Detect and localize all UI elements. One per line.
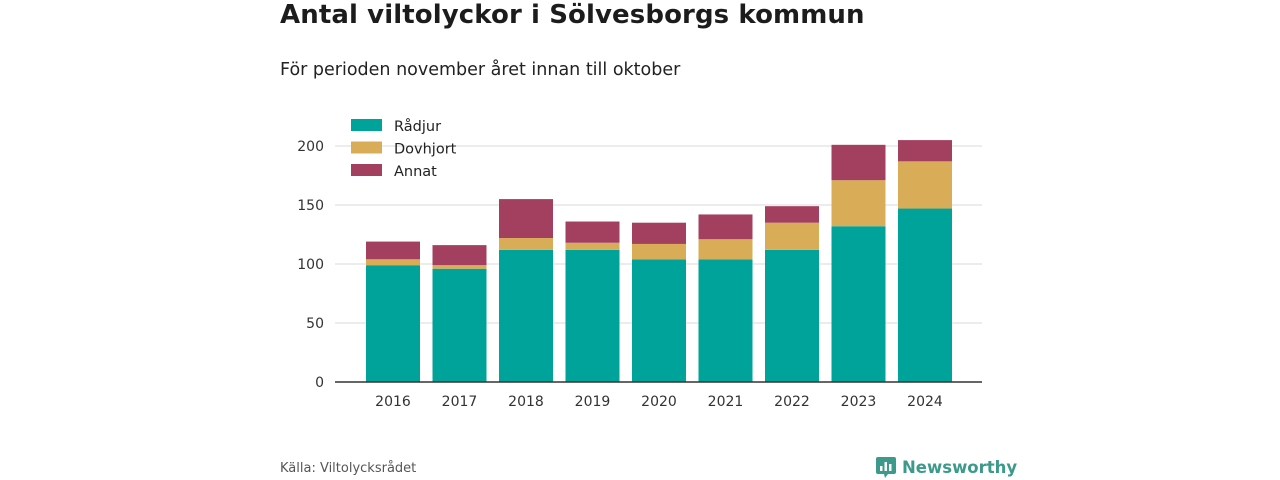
- x-tick-label: 2023: [841, 394, 877, 410]
- bar-segment-dovhjort-2022[interactable]: [765, 222, 819, 250]
- x-tick-label: 2017: [442, 394, 478, 410]
- bar-segment-rådjur-2021[interactable]: [698, 259, 753, 382]
- brand-name: Newsworthy: [902, 457, 1018, 477]
- bar-segment-annat-2020[interactable]: [632, 222, 686, 244]
- axes: 0 50 100 150 200 2016 2017 2018 2019 2020 2021 2022…: [297, 139, 982, 410]
- bar-segment-rådjur-2019[interactable]: [565, 249, 620, 382]
- bar-segment-dovhjort-2023[interactable]: [831, 180, 886, 227]
- legend: Rådjur Dovhjort Annat: [351, 118, 457, 180]
- y-tick-label: 150: [297, 198, 324, 214]
- bar-segment-dovhjort-2024[interactable]: [898, 161, 952, 209]
- legend-label[interactable]: Dovhjort: [394, 142, 457, 158]
- bar-segment-annat-2019[interactable]: [565, 221, 620, 243]
- bar-segment-rådjur-2022[interactable]: [765, 249, 819, 382]
- legend-swatch-dovhjort: [351, 141, 382, 154]
- brand-logo[interactable]: Newsworthy: [876, 455, 1017, 479]
- bar-segment-annat-2024[interactable]: [898, 140, 952, 162]
- y-tick-label: 200: [297, 139, 324, 155]
- chart-subtitle: För perioden november året innan till ok…: [280, 60, 681, 80]
- bar-segment-dovhjort-2021[interactable]: [698, 239, 753, 260]
- bar-segment-dovhjort-2019[interactable]: [565, 242, 620, 250]
- bar-segment-dovhjort-2018[interactable]: [499, 238, 553, 250]
- bars: [366, 140, 952, 382]
- bar-segment-rådjur-2024[interactable]: [898, 208, 952, 382]
- y-tick-label: 50: [306, 316, 324, 332]
- x-tick-label: 2024: [907, 394, 943, 410]
- bar-segment-annat-2016[interactable]: [366, 241, 420, 260]
- bar-segment-annat-2018[interactable]: [499, 199, 553, 239]
- bar-segment-dovhjort-2020[interactable]: [632, 243, 686, 260]
- legend-label[interactable]: Rådjur: [394, 118, 441, 135]
- bar-segment-annat-2021[interactable]: [698, 214, 753, 240]
- bar-segment-rådjur-2018[interactable]: [499, 249, 553, 382]
- bar-segment-dovhjort-2016[interactable]: [366, 259, 420, 266]
- bar-segment-dovhjort-2017[interactable]: [432, 265, 487, 269]
- bar-chart-logo-icon: [876, 457, 896, 478]
- bar-segment-annat-2023[interactable]: [831, 144, 886, 181]
- x-tick-label: 2018: [508, 394, 544, 410]
- y-tick-label: 100: [297, 257, 324, 273]
- bar-segment-rådjur-2016[interactable]: [366, 265, 420, 382]
- x-tick-label: 2019: [575, 394, 611, 410]
- bar-segment-rådjur-2017[interactable]: [432, 268, 487, 382]
- bar-segment-annat-2017[interactable]: [432, 245, 487, 266]
- chart-title: Antal viltolyckor i Sölvesborgs kommun: [280, 0, 865, 30]
- x-tick-label: 2021: [708, 394, 744, 410]
- source-note: Källa: Viltolycksrådet: [280, 461, 417, 476]
- x-tick-label: 2020: [641, 394, 677, 410]
- bar-segment-rådjur-2023[interactable]: [831, 226, 886, 382]
- x-tick-label: 2016: [375, 394, 411, 410]
- y-tick-label: 0: [315, 375, 324, 391]
- x-tick-label: 2022: [774, 394, 810, 410]
- legend-swatch-rådjur: [351, 119, 382, 131]
- legend-label[interactable]: Annat: [394, 164, 437, 180]
- legend-swatch-annat: [351, 164, 382, 176]
- bar-segment-rådjur-2020[interactable]: [632, 259, 686, 382]
- bar-segment-annat-2022[interactable]: [765, 206, 819, 223]
